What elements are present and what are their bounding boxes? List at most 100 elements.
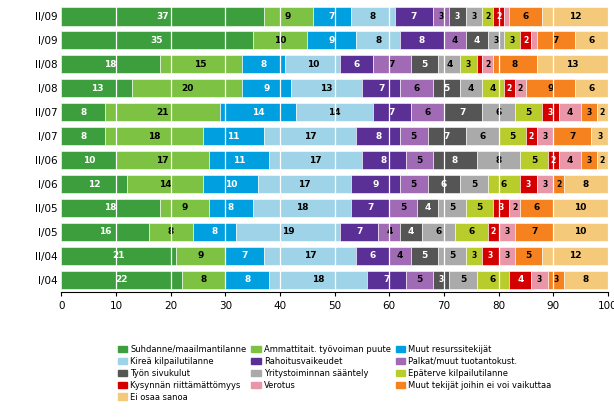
Text: 6: 6 xyxy=(424,108,430,117)
Text: 16: 16 xyxy=(99,227,111,236)
Bar xyxy=(400,223,422,241)
Text: 7: 7 xyxy=(460,108,466,117)
Bar xyxy=(340,55,373,73)
Bar xyxy=(482,7,493,25)
Text: 8: 8 xyxy=(452,156,458,165)
Text: 4: 4 xyxy=(490,83,496,93)
Text: 6: 6 xyxy=(441,179,447,188)
Bar xyxy=(433,151,476,169)
Bar xyxy=(476,55,482,73)
Bar xyxy=(176,246,225,265)
Text: 18: 18 xyxy=(295,203,308,213)
Bar xyxy=(455,223,488,241)
Text: 3: 3 xyxy=(510,35,515,45)
Bar xyxy=(373,103,411,121)
Bar xyxy=(182,271,225,289)
Text: 2: 2 xyxy=(496,12,501,21)
Text: 8: 8 xyxy=(512,60,518,69)
Text: 15: 15 xyxy=(195,60,207,69)
Text: 4: 4 xyxy=(517,275,524,284)
Bar xyxy=(521,151,548,169)
Text: 4: 4 xyxy=(397,251,403,261)
Text: 5: 5 xyxy=(416,156,422,165)
Text: 7: 7 xyxy=(569,131,575,141)
Text: 3: 3 xyxy=(504,227,510,236)
Bar xyxy=(433,7,449,25)
Text: 9: 9 xyxy=(373,179,379,188)
Text: 19: 19 xyxy=(282,227,295,236)
Text: 6: 6 xyxy=(479,131,485,141)
Bar xyxy=(476,271,510,289)
Text: 17: 17 xyxy=(304,251,316,261)
Bar xyxy=(548,151,559,169)
Text: 10: 10 xyxy=(274,35,286,45)
Bar xyxy=(515,79,526,98)
Bar xyxy=(253,31,308,50)
Bar xyxy=(488,175,521,193)
Bar xyxy=(351,7,395,25)
Bar xyxy=(61,7,263,25)
Bar xyxy=(269,271,367,289)
Bar xyxy=(61,31,253,50)
Text: 5: 5 xyxy=(460,275,466,284)
Bar xyxy=(116,151,209,169)
Bar xyxy=(482,79,504,98)
Bar xyxy=(521,175,537,193)
Text: 5: 5 xyxy=(411,179,417,188)
Text: 21: 21 xyxy=(156,108,169,117)
Legend: Suhdanne/maailmantilanne, Kireä kilpailutilanne, Työn sivukulut, Kysynnän riittä: Suhdanne/maailmantilanne, Kireä kilpailu… xyxy=(118,345,551,402)
Text: 5: 5 xyxy=(471,179,477,188)
Bar xyxy=(597,151,608,169)
Bar xyxy=(553,175,564,193)
Text: 7: 7 xyxy=(383,275,390,284)
Text: 21: 21 xyxy=(112,251,125,261)
Bar xyxy=(482,246,499,265)
Bar xyxy=(438,246,466,265)
Bar xyxy=(105,103,220,121)
Text: 6: 6 xyxy=(523,12,529,21)
Text: 6: 6 xyxy=(490,275,496,284)
Bar xyxy=(225,271,269,289)
Text: 2: 2 xyxy=(518,83,523,93)
Text: 22: 22 xyxy=(115,275,128,284)
Bar xyxy=(493,55,537,73)
Bar xyxy=(160,198,209,217)
Bar xyxy=(460,79,482,98)
Bar xyxy=(357,31,400,50)
Text: 9: 9 xyxy=(285,12,292,21)
Bar xyxy=(553,127,591,146)
Bar xyxy=(597,103,608,121)
Text: 2: 2 xyxy=(529,131,534,141)
Text: 8: 8 xyxy=(583,275,589,284)
Bar xyxy=(203,175,258,193)
Text: 7: 7 xyxy=(378,83,384,93)
Bar xyxy=(417,198,438,217)
Bar xyxy=(269,151,362,169)
Text: 2: 2 xyxy=(485,60,490,69)
Text: 6: 6 xyxy=(588,35,594,45)
Bar xyxy=(422,223,455,241)
Text: 5: 5 xyxy=(416,275,422,284)
Text: 3: 3 xyxy=(586,108,591,117)
Bar xyxy=(581,103,597,121)
Text: 4: 4 xyxy=(567,108,573,117)
Text: 3: 3 xyxy=(438,12,444,21)
Bar xyxy=(160,55,242,73)
Text: 10: 10 xyxy=(574,203,587,213)
Text: 14: 14 xyxy=(252,108,265,117)
Text: 8: 8 xyxy=(228,203,234,213)
Bar xyxy=(460,175,488,193)
Bar xyxy=(378,223,400,241)
Text: 14: 14 xyxy=(159,179,171,188)
Bar xyxy=(531,271,548,289)
Text: 8: 8 xyxy=(168,227,174,236)
Bar xyxy=(564,271,608,289)
Text: 6: 6 xyxy=(354,60,360,69)
Text: 9: 9 xyxy=(328,35,335,45)
Bar xyxy=(438,55,460,73)
Text: 4: 4 xyxy=(473,35,480,45)
Text: 17: 17 xyxy=(309,156,322,165)
Bar xyxy=(203,127,263,146)
Bar xyxy=(575,31,608,50)
Text: 10: 10 xyxy=(82,156,95,165)
